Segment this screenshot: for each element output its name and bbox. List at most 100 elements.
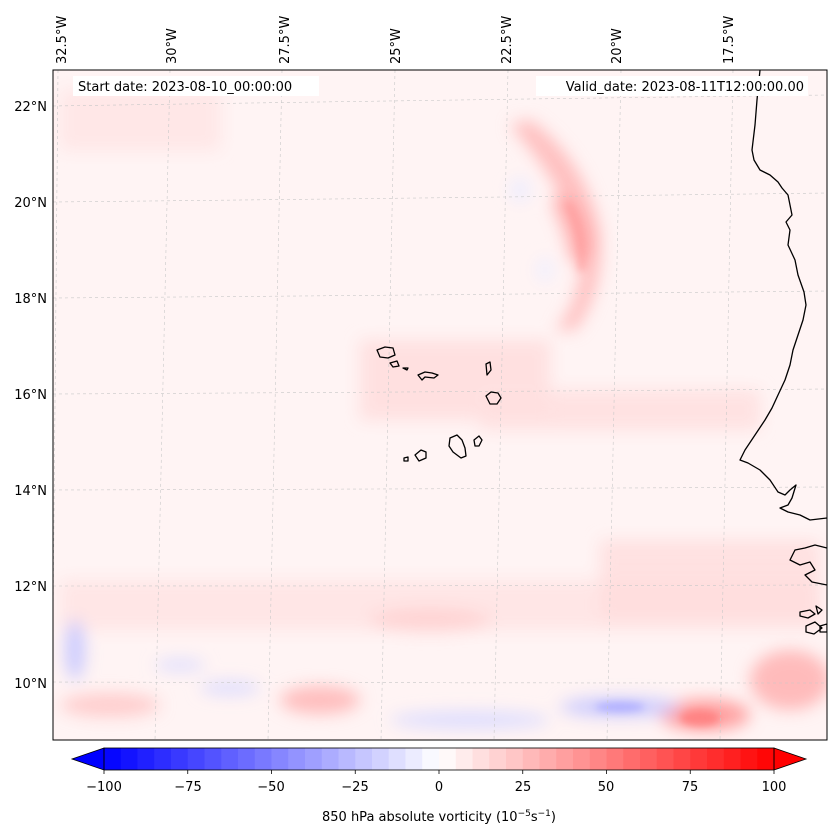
colorbar-segment (104, 748, 122, 770)
negative-vorticity-blob-1 (65, 620, 85, 680)
colorbar-segment (355, 748, 373, 770)
negative-vorticity-blob-7 (537, 258, 553, 282)
cbar-tick-label: −25 (341, 780, 368, 795)
colorbar-segment (707, 748, 725, 770)
colorbar-segment (271, 748, 289, 770)
colorbar-segment (187, 748, 205, 770)
cbar-tick-label: −50 (257, 780, 284, 795)
lon-label: 22.5°W (500, 16, 515, 64)
colorbar-segment (556, 748, 574, 770)
africa-coastline (739, 70, 827, 521)
colorbar-label: 850 hPa absolute vorticity (10−5s−1) (322, 809, 556, 825)
colorbar-segment (589, 748, 607, 770)
colorbar-ticks (103, 770, 775, 774)
island-maio (473, 435, 483, 447)
lat-label: 22°N (14, 100, 47, 115)
colorbar-segment (506, 748, 524, 770)
colorbar-segment (539, 748, 557, 770)
colorbar-segment (154, 748, 172, 770)
lon-label: 27.5°W (278, 16, 293, 64)
cbar-tick-label: −75 (174, 780, 201, 795)
colorbar-segment (321, 748, 339, 770)
colorbar-segment (489, 748, 507, 770)
colorbar-segment (405, 748, 423, 770)
negative-vorticity-blob-3 (390, 711, 550, 729)
lon-label: 17.5°W (722, 16, 737, 64)
island-santo-antao (376, 346, 396, 359)
map-panel (53, 70, 827, 740)
colorbar-segment (221, 748, 239, 770)
valid-date-box (536, 76, 808, 96)
colorbar-segment (472, 748, 490, 770)
positive-vorticity-blob-1 (280, 686, 360, 714)
cbar-tick-label: −100 (86, 780, 122, 795)
colorbar-segment (455, 748, 473, 770)
strong-negative-vorticity-core (595, 702, 645, 712)
colorbar-segment (254, 748, 272, 770)
colorbar-segment (606, 748, 624, 770)
colorbar-segment (120, 748, 138, 770)
cbar-tick-label: 100 (762, 780, 787, 795)
colorbar-segment (238, 748, 256, 770)
colorbar-segment (422, 748, 440, 770)
strong-positive-vorticity-core (680, 710, 720, 726)
coastlines (376, 70, 827, 635)
positive-vorticity-band-north (510, 120, 601, 330)
island-sao-vicente (389, 360, 400, 368)
colorbar: −100 −75 −50 −25 0 25 50 75 100 850 hPa … (70, 747, 808, 825)
start-date-box (73, 76, 319, 96)
lat-label: 20°N (14, 196, 47, 211)
colorbar-segment (690, 748, 708, 770)
island-sao-nicolau (417, 371, 439, 381)
colorbar-tick-labels: −100 −75 −50 −25 0 25 50 75 100 (86, 780, 786, 795)
lat-label: 18°N (14, 292, 47, 307)
positive-vorticity-zone-west (60, 90, 220, 150)
colorbar-segment (137, 748, 155, 770)
positive-vorticity-blob-4 (750, 650, 827, 710)
island-brava (403, 456, 409, 462)
colorbar-segment (338, 748, 356, 770)
colorbar-segment (573, 748, 591, 770)
colorbar-extend-right (773, 747, 808, 771)
colorbar-segment (740, 748, 758, 770)
colorbar-segment (522, 748, 540, 770)
island-santa-luzia (402, 367, 409, 371)
colorbar-segment (388, 748, 406, 770)
vorticity-field-detail (565, 200, 720, 726)
island-santiago (448, 434, 467, 459)
longitude-labels: 32.5°W 30°W 27.5°W 25°W 22.5°W 20°W 17.5… (55, 16, 737, 64)
colorbar-segment (305, 748, 323, 770)
lon-label: 30°W (165, 28, 180, 64)
valid-date-label: Valid_date: 2023-08-11T12:00:00.00 (566, 80, 804, 95)
lat-label: 10°N (14, 677, 47, 692)
colorbar-segment (623, 748, 641, 770)
colorbar-segment (640, 748, 658, 770)
lat-label: 12°N (14, 580, 47, 595)
lon-label: 32.5°W (55, 16, 70, 64)
colorbar-segment (372, 748, 390, 770)
positive-vorticity-zone-band (480, 390, 760, 430)
gridlines (53, 70, 827, 740)
colorbar-segment (204, 748, 222, 770)
cbar-tick-label: 25 (515, 780, 532, 795)
colorbar-segments (104, 748, 775, 770)
negative-vorticity-blob-5 (155, 659, 205, 671)
colorbar-segment (757, 748, 775, 770)
cbar-tick-label: 75 (682, 780, 699, 795)
africa-coastline-south (789, 544, 827, 586)
colorbar-segment (723, 748, 741, 770)
lon-label: 20°W (610, 28, 625, 64)
colorbar-segment (439, 748, 457, 770)
latitude-labels: 22°N 20°N 18°N 16°N 14°N 12°N 10°N (14, 100, 47, 692)
colorbar-segment (656, 748, 674, 770)
colorbar-segment (171, 748, 189, 770)
island-sal (485, 361, 492, 376)
lon-label: 25°W (389, 28, 404, 64)
guinea-bissau-islands (799, 605, 827, 635)
cbar-tick-label: 50 (598, 780, 615, 795)
map-frame (52, 69, 828, 741)
colorbar-segment (288, 748, 306, 770)
positive-vorticity-blob-2 (60, 693, 160, 717)
strong-positive-vorticity-streak (565, 200, 586, 272)
